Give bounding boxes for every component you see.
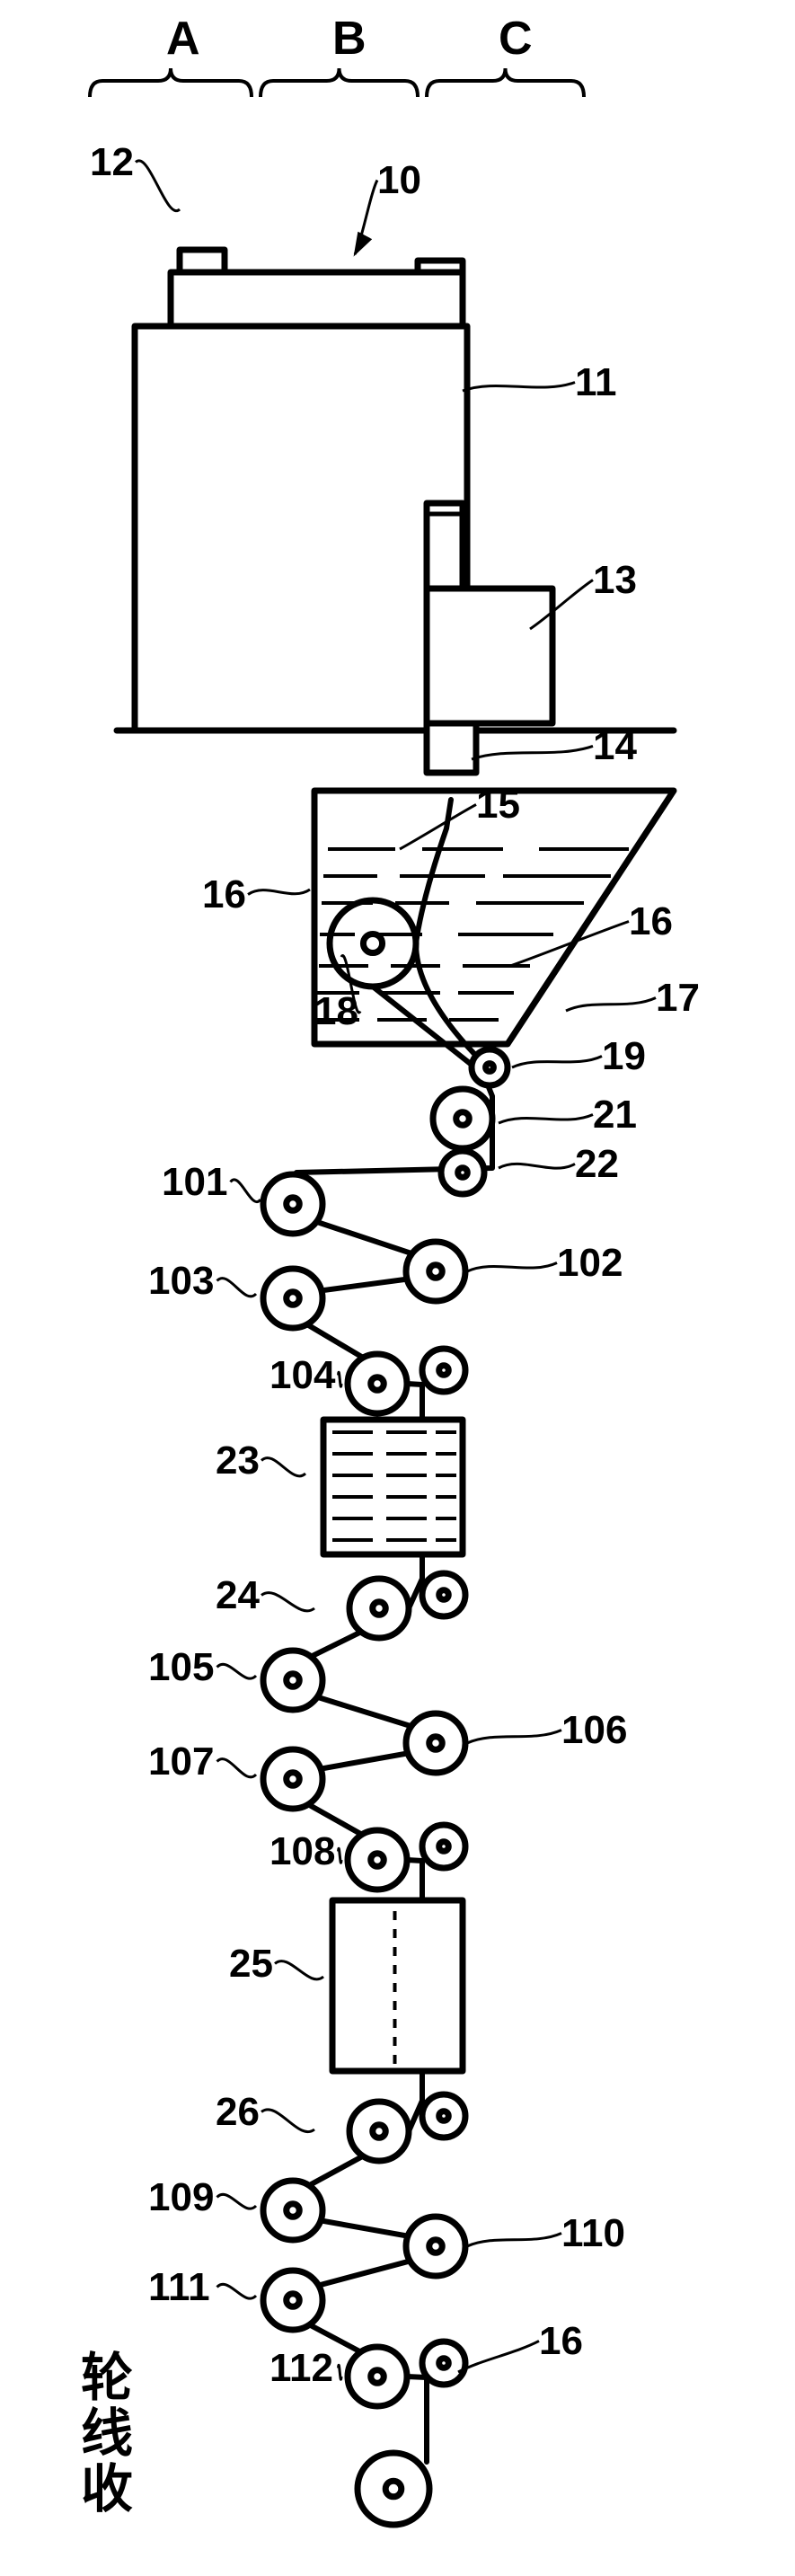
svg-text:101: 101 <box>162 1160 227 1204</box>
svg-text:25: 25 <box>229 1942 273 1986</box>
svg-text:112: 112 <box>269 2346 333 2390</box>
svg-text:21: 21 <box>593 1093 637 1137</box>
svg-text:10: 10 <box>377 158 421 202</box>
svg-text:109: 109 <box>148 2175 214 2219</box>
svg-text:收: 收 <box>81 2460 133 2518</box>
svg-text:108: 108 <box>269 1829 335 1873</box>
svg-text:16: 16 <box>202 872 246 916</box>
svg-text:C: C <box>499 13 533 65</box>
svg-text:12: 12 <box>90 140 134 184</box>
svg-text:17: 17 <box>656 976 700 1020</box>
svg-text:B: B <box>332 13 367 65</box>
svg-text:102: 102 <box>557 1241 623 1285</box>
svg-text:线: 线 <box>81 2404 133 2463</box>
svg-text:110: 110 <box>561 2211 625 2255</box>
svg-text:104: 104 <box>269 1353 336 1397</box>
svg-text:105: 105 <box>148 1645 214 1689</box>
svg-text:23: 23 <box>216 1438 260 1483</box>
svg-text:轮: 轮 <box>81 2349 133 2407</box>
svg-text:16: 16 <box>629 899 673 943</box>
svg-text:18: 18 <box>314 989 358 1033</box>
process-diagram: A B C 10 11 12 13 14 15 16 16 17 18 19 21 22 101 102 103 10… <box>0 0 795 2576</box>
svg-text:14: 14 <box>593 724 637 768</box>
svg-text:19: 19 <box>602 1034 646 1078</box>
svg-text:107: 107 <box>148 1739 214 1784</box>
svg-text:11: 11 <box>575 360 617 404</box>
svg-text:16: 16 <box>539 2319 583 2363</box>
svg-text:106: 106 <box>561 1708 627 1752</box>
svg-text:22: 22 <box>575 1142 619 1186</box>
svg-text:15: 15 <box>476 783 520 827</box>
svg-text:103: 103 <box>148 1259 214 1303</box>
svg-text:A: A <box>166 13 200 65</box>
svg-text:26: 26 <box>216 2090 260 2134</box>
svg-text:24: 24 <box>216 1573 260 1617</box>
svg-text:13: 13 <box>593 558 637 602</box>
svg-text:111: 111 <box>148 2265 210 2309</box>
